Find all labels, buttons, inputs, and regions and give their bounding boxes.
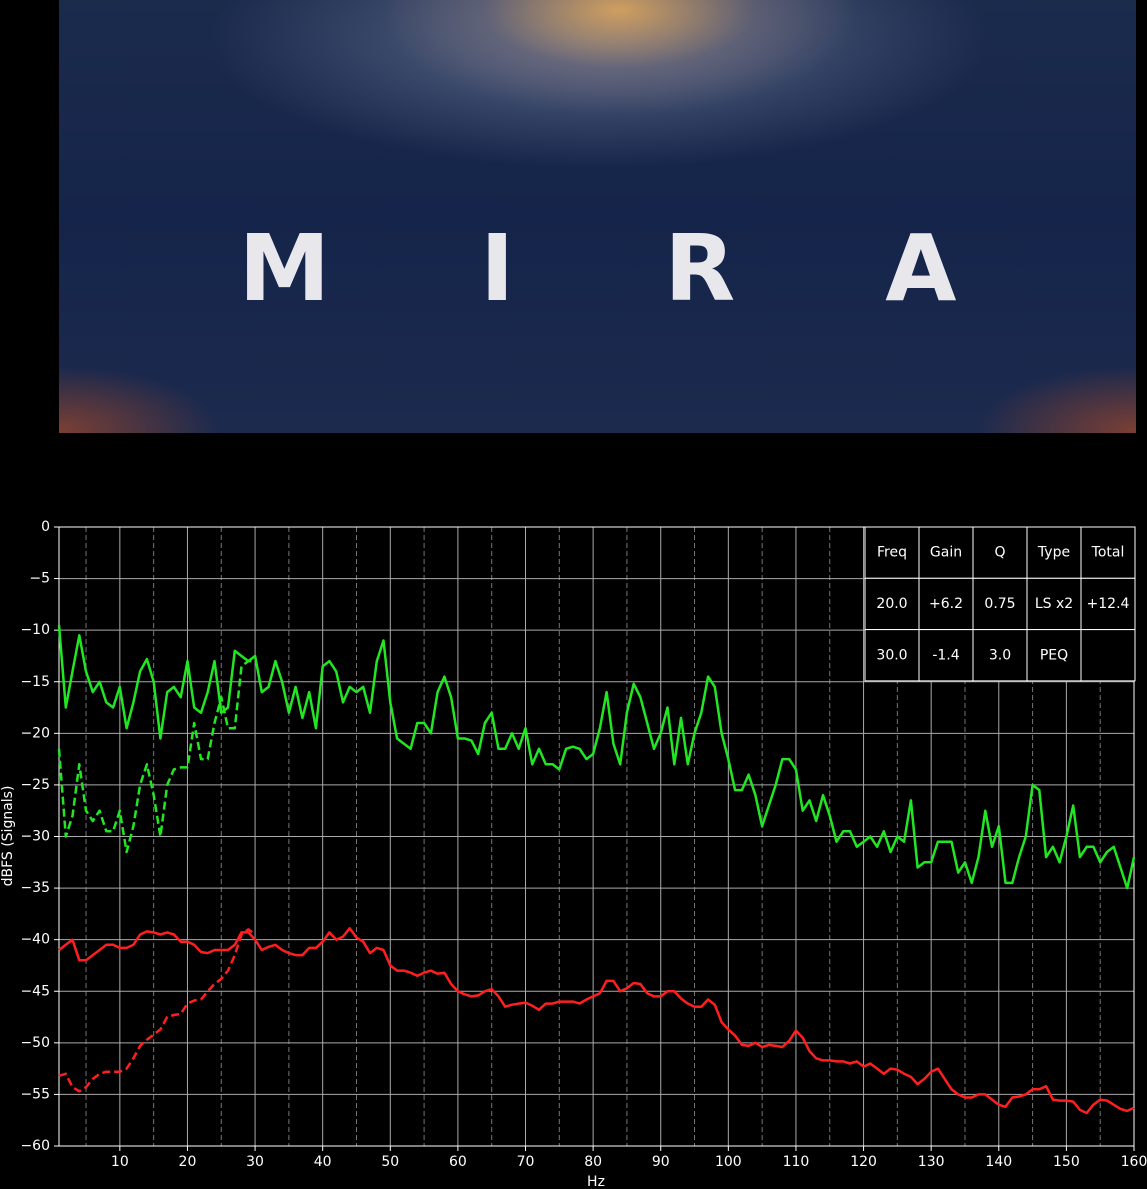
table-cell xyxy=(1080,629,1136,682)
x-tick-label: 50 xyxy=(381,1154,399,1170)
x-tick-label: 10 xyxy=(111,1154,129,1170)
poster-image: MIRA xyxy=(59,0,1136,433)
table-cell xyxy=(1080,577,1136,631)
y-tick-label: −10 xyxy=(20,622,50,638)
y-tick-label: −45 xyxy=(20,983,50,999)
plot-frame xyxy=(58,526,1135,1147)
x-tick-label: 30 xyxy=(246,1154,264,1170)
table-header: Q xyxy=(994,545,1005,561)
y-tick-label: −60 xyxy=(20,1138,50,1154)
x-tick-label: 70 xyxy=(517,1154,535,1170)
series-line xyxy=(57,624,1136,890)
table-value: 20.0 xyxy=(876,596,907,612)
table-cell xyxy=(864,526,920,579)
series-line xyxy=(58,927,1135,1115)
table-header: Type xyxy=(1037,545,1070,561)
table-value: +6.2 xyxy=(929,596,963,612)
y-tick-label: −40 xyxy=(20,932,50,948)
poster-title: MIRA xyxy=(238,215,1107,322)
x-tick-label: 100 xyxy=(715,1154,742,1170)
table-cell xyxy=(1080,526,1136,579)
table-header: Total xyxy=(1091,545,1125,561)
x-tick-label: 20 xyxy=(179,1154,197,1170)
table-cell xyxy=(1026,526,1082,579)
y-tick-label: −30 xyxy=(20,829,50,845)
table-cell xyxy=(918,526,974,579)
x-tick-label: 140 xyxy=(985,1154,1012,1170)
x-tick-label: 150 xyxy=(1053,1154,1080,1170)
table-cell xyxy=(918,629,974,682)
table-cell xyxy=(918,577,974,631)
table-value: 3.0 xyxy=(989,647,1011,663)
table-value: +12.4 xyxy=(1087,596,1130,612)
y-tick-label: −15 xyxy=(20,674,50,690)
x-tick-label: 130 xyxy=(918,1154,945,1170)
table-header: Gain xyxy=(930,545,962,561)
x-tick-label: 160 xyxy=(1121,1154,1147,1170)
x-tick-label: 40 xyxy=(314,1154,332,1170)
table-cell xyxy=(864,577,920,631)
table-cell xyxy=(1026,577,1082,631)
y-tick-label: −55 xyxy=(20,1086,50,1102)
table-value: PEQ xyxy=(1040,647,1068,663)
y-axis-label: dBFS (Signals) xyxy=(0,786,16,887)
series-line xyxy=(58,928,256,1093)
x-tick-label: 120 xyxy=(850,1154,877,1170)
y-tick-label: −50 xyxy=(20,1035,50,1051)
y-tick-label: −25 xyxy=(20,777,50,793)
y-tick-label: −5 xyxy=(29,571,50,587)
table-cell xyxy=(972,629,1028,682)
table-cell xyxy=(972,577,1028,631)
x-tick-label: 110 xyxy=(783,1154,810,1170)
x-axis-label: Hz xyxy=(587,1174,605,1189)
y-tick-label: 0 xyxy=(41,519,50,535)
table-value: LS x2 xyxy=(1035,596,1073,612)
x-tick-label: 80 xyxy=(584,1154,602,1170)
x-tick-label: 60 xyxy=(449,1154,467,1170)
y-tick-label: −20 xyxy=(20,725,50,741)
series-line xyxy=(57,659,256,854)
table-value: -1.4 xyxy=(932,647,959,663)
table-cell xyxy=(864,629,920,682)
x-tick-label: 90 xyxy=(652,1154,670,1170)
table-cell xyxy=(972,526,1028,579)
eq-table: Freq Gain Q Type Total 20.0 +6.2 0.75 LS x2 +12.4… xyxy=(864,526,1136,682)
table-header: Freq xyxy=(877,545,907,561)
table-value: 0.75 xyxy=(984,596,1015,612)
y-tick-label: −35 xyxy=(20,880,50,896)
table-value: 30.0 xyxy=(876,647,907,663)
